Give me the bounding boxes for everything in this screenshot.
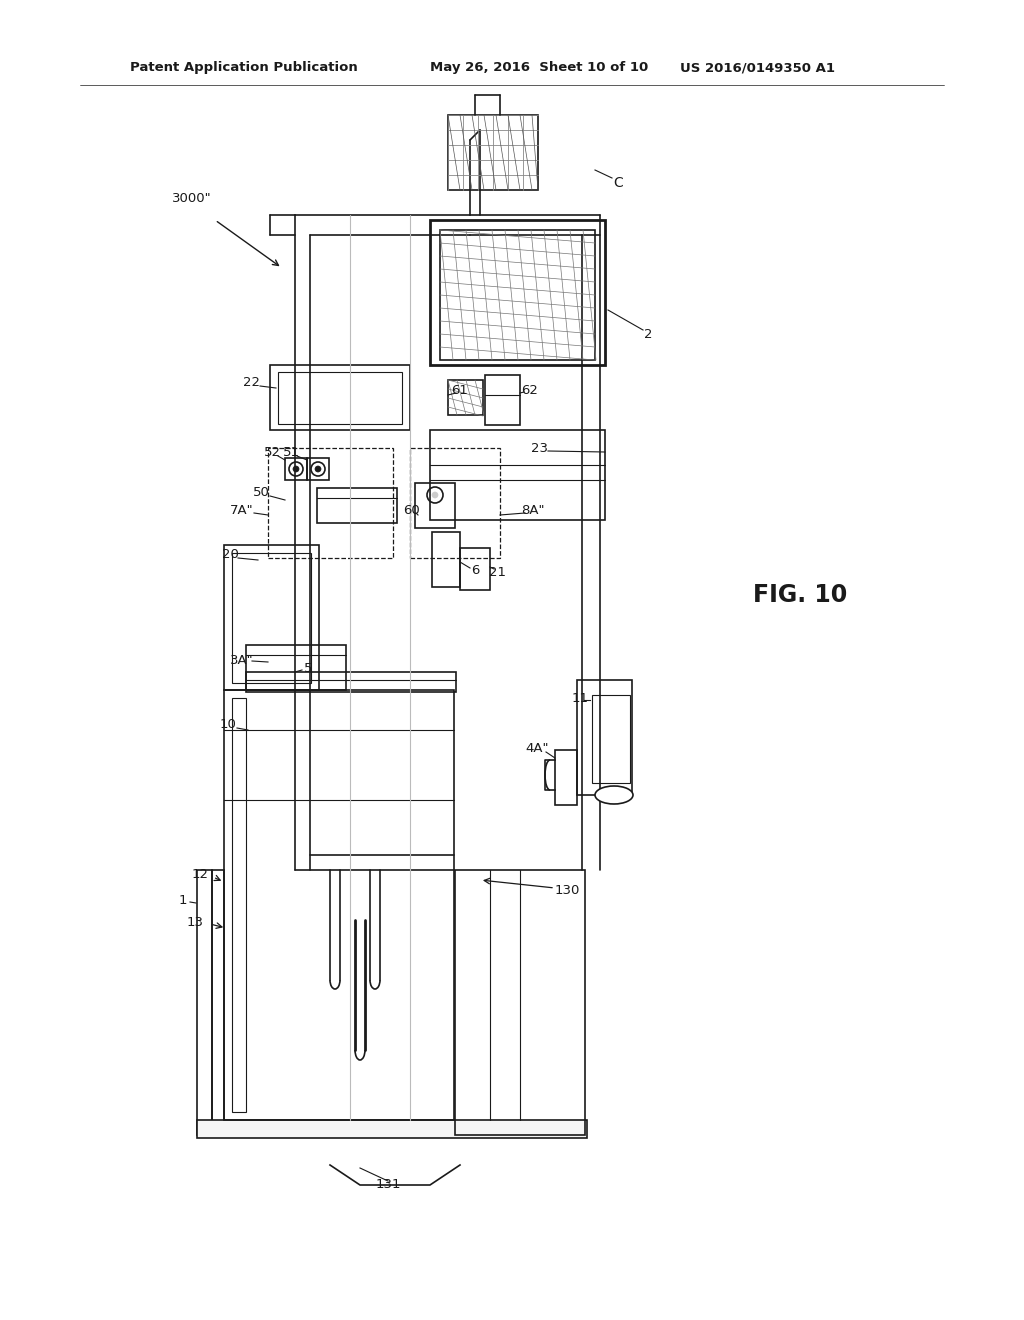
- Bar: [268, 447, 393, 558]
- Bar: [577, 680, 632, 795]
- Bar: [460, 548, 490, 590]
- Text: 7A": 7A": [230, 503, 254, 516]
- Bar: [317, 488, 397, 523]
- Bar: [246, 645, 346, 690]
- Bar: [197, 1119, 587, 1138]
- Bar: [232, 698, 246, 1111]
- Text: 8A": 8A": [521, 503, 545, 516]
- Text: 3A": 3A": [230, 653, 254, 667]
- Text: US 2016/0149350 A1: US 2016/0149350 A1: [680, 62, 835, 74]
- Bar: [430, 220, 605, 366]
- Bar: [449, 115, 538, 190]
- Text: 1: 1: [179, 894, 187, 907]
- Text: 10: 10: [219, 718, 237, 731]
- Bar: [592, 696, 630, 783]
- Circle shape: [432, 492, 438, 498]
- Bar: [224, 545, 319, 690]
- Text: 61: 61: [452, 384, 468, 396]
- Text: 21: 21: [489, 565, 507, 578]
- Text: 22: 22: [244, 376, 260, 389]
- Circle shape: [293, 466, 299, 473]
- Bar: [440, 230, 595, 360]
- Text: 60: 60: [403, 503, 421, 516]
- Bar: [197, 870, 212, 1135]
- Bar: [307, 458, 329, 480]
- Bar: [246, 672, 456, 692]
- Text: 2: 2: [644, 329, 652, 342]
- Text: FIG. 10: FIG. 10: [753, 583, 847, 607]
- Text: 13: 13: [186, 916, 204, 928]
- Bar: [270, 366, 410, 430]
- Text: 12: 12: [191, 869, 209, 882]
- Bar: [278, 372, 402, 424]
- Text: 4A": 4A": [525, 742, 549, 755]
- Bar: [449, 380, 483, 414]
- Text: 23: 23: [531, 441, 549, 454]
- Bar: [224, 690, 454, 1119]
- Bar: [415, 483, 455, 528]
- Bar: [432, 532, 460, 587]
- Text: 51: 51: [283, 446, 299, 458]
- Bar: [455, 870, 585, 1135]
- Bar: [410, 447, 500, 558]
- Bar: [430, 430, 605, 520]
- Bar: [555, 750, 577, 805]
- Text: 11: 11: [571, 692, 589, 705]
- Text: 3000": 3000": [172, 191, 212, 205]
- Text: 50: 50: [253, 487, 269, 499]
- Text: Patent Application Publication: Patent Application Publication: [130, 62, 357, 74]
- Bar: [232, 553, 311, 682]
- Bar: [212, 870, 224, 1135]
- Text: C: C: [613, 176, 623, 190]
- Circle shape: [315, 466, 321, 473]
- Text: 52: 52: [263, 446, 281, 458]
- Text: 131: 131: [375, 1179, 400, 1192]
- Text: 20: 20: [221, 549, 239, 561]
- Bar: [485, 375, 520, 425]
- Text: 130: 130: [554, 883, 580, 896]
- Text: May 26, 2016  Sheet 10 of 10: May 26, 2016 Sheet 10 of 10: [430, 62, 648, 74]
- Text: 6: 6: [471, 564, 479, 577]
- Text: 5: 5: [304, 661, 312, 675]
- Ellipse shape: [595, 785, 633, 804]
- Bar: [285, 458, 307, 480]
- Text: 62: 62: [521, 384, 539, 396]
